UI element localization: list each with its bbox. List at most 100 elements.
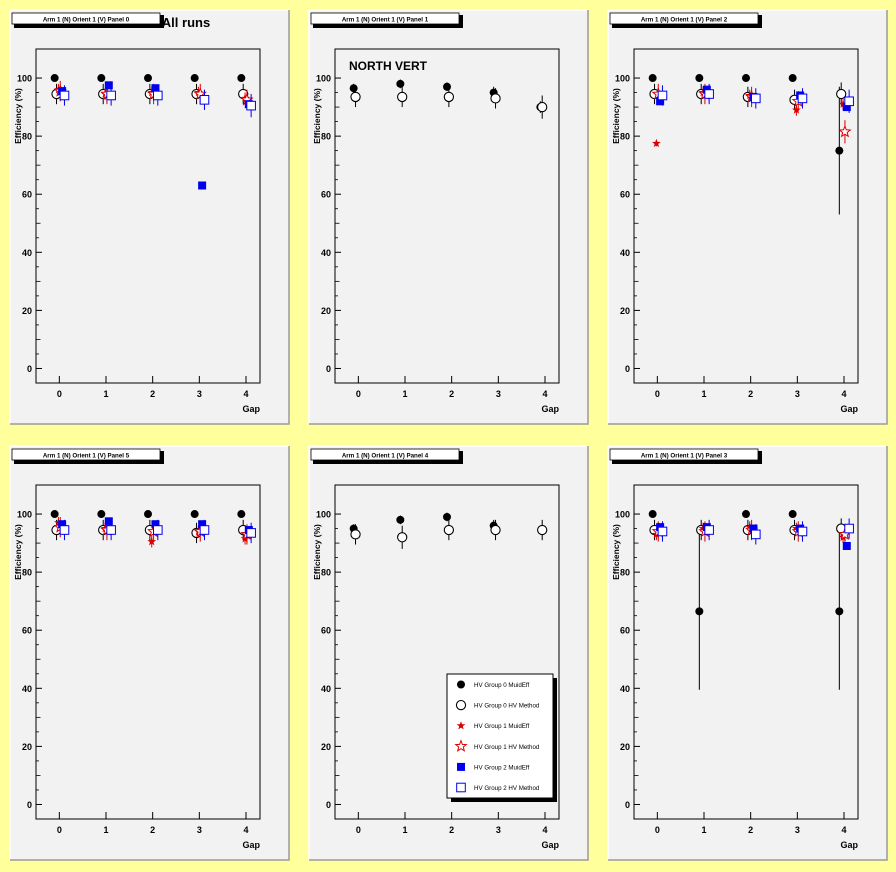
data-point xyxy=(836,88,847,100)
chart-panel: Arm 1 (N) Orient 1 (V) Panel 20204060801… xyxy=(607,9,888,425)
y-tick-label: 40 xyxy=(22,684,32,694)
data-point xyxy=(190,510,199,519)
y-tick-label: 40 xyxy=(620,684,630,694)
y-tick-label: 0 xyxy=(27,800,32,810)
page-title: All runs xyxy=(162,15,210,30)
data-point xyxy=(246,528,256,538)
panel-grid: Arm 1 (N) Orient 1 (V) Panel 00204060801… xyxy=(9,9,888,861)
legend-entry: HV Group 1 HV Method xyxy=(454,739,540,752)
data-point xyxy=(695,74,704,83)
y-tick-label: 60 xyxy=(321,190,331,200)
plot-frame xyxy=(334,48,560,384)
data-point xyxy=(144,74,152,83)
panel-bevel-dark xyxy=(309,446,589,861)
legend-box xyxy=(446,673,554,799)
legend-marker xyxy=(457,762,465,771)
x-axis-label: Gap xyxy=(541,404,559,414)
data-point xyxy=(397,532,408,543)
data-point xyxy=(490,524,501,536)
y-tick-label: 60 xyxy=(22,190,32,200)
x-tick-label: 0 xyxy=(356,389,361,399)
x-axis-label: Gap xyxy=(242,404,260,414)
legend-marker xyxy=(456,721,466,730)
data-point xyxy=(537,524,548,536)
y-tick-label: 100 xyxy=(17,510,32,520)
data-point xyxy=(151,520,160,529)
legend-entry: HV Group 1 MuidEff xyxy=(456,721,530,730)
y-tick-label: 40 xyxy=(321,248,331,258)
data-series xyxy=(657,518,854,545)
y-tick-label: 20 xyxy=(321,742,331,752)
data-point xyxy=(106,90,116,101)
data-point xyxy=(104,517,113,526)
y-tick-label: 100 xyxy=(17,74,32,84)
legend-entry: HV Group 0 HV Method xyxy=(455,699,540,711)
data-point xyxy=(751,529,761,540)
chart-panel: Arm 1 (N) Orient 1 (V) Panel 00204060801… xyxy=(9,9,290,425)
x-tick-label: 3 xyxy=(496,825,501,835)
data-point xyxy=(797,93,808,104)
data-point xyxy=(797,526,808,537)
x-tick-label: 1 xyxy=(701,825,706,835)
x-tick-label: 3 xyxy=(496,389,501,399)
x-tick-label: 2 xyxy=(748,825,753,835)
panel-title: Arm 1 (N) Orient 1 (V) Panel 4 xyxy=(342,453,429,460)
data-point xyxy=(443,82,451,91)
plot-frame xyxy=(633,48,859,384)
x-axis-label: Gap xyxy=(242,840,260,850)
data-point xyxy=(788,74,797,83)
plot-frame xyxy=(35,484,261,820)
legend-marker xyxy=(455,699,467,711)
y-tick-label: 20 xyxy=(620,742,630,752)
y-tick-label: 80 xyxy=(22,568,32,578)
y-axis-label: Efficiency (%) xyxy=(611,88,621,144)
data-series xyxy=(648,510,844,690)
y-axis-label: Efficiency (%) xyxy=(312,88,322,144)
x-tick-label: 4 xyxy=(841,389,846,399)
data-point xyxy=(443,524,455,536)
x-tick-label: 4 xyxy=(243,389,248,399)
y-tick-label: 80 xyxy=(321,568,331,578)
legend-marker xyxy=(457,680,465,689)
y-tick-label: 40 xyxy=(22,248,32,258)
x-tick-label: 1 xyxy=(103,389,108,399)
x-tick-label: 4 xyxy=(243,825,248,835)
legend-marker xyxy=(454,739,468,752)
data-point xyxy=(106,525,116,535)
legend-label: HV Group 2 MuidEff xyxy=(474,764,530,771)
x-tick-label: 2 xyxy=(150,389,155,399)
data-point xyxy=(838,124,852,138)
x-tick-label: 0 xyxy=(655,389,660,399)
y-tick-label: 80 xyxy=(22,132,32,142)
data-point xyxy=(350,529,361,540)
panel-bevel-dark xyxy=(10,10,290,425)
x-tick-label: 3 xyxy=(795,389,800,399)
data-point xyxy=(50,510,59,519)
data-point xyxy=(153,90,163,101)
x-axis-label: Gap xyxy=(840,840,858,850)
data-point xyxy=(537,101,548,113)
data-point xyxy=(246,100,256,111)
x-tick-label: 1 xyxy=(103,825,108,835)
x-tick-label: 2 xyxy=(150,825,155,835)
data-point xyxy=(198,181,207,190)
x-axis-label: Gap xyxy=(840,404,858,414)
data-point xyxy=(443,512,451,521)
x-tick-label: 3 xyxy=(197,825,202,835)
legend-label: HV Group 0 HV Method xyxy=(474,703,540,710)
y-tick-label: 60 xyxy=(620,190,630,200)
data-point xyxy=(59,525,70,535)
panel-title-box xyxy=(11,448,161,461)
panel-bevel-light xyxy=(9,445,289,860)
data-series xyxy=(657,83,854,113)
panel-title-box xyxy=(310,12,460,25)
data-point xyxy=(656,97,665,106)
data-point xyxy=(648,510,657,519)
y-tick-label: 20 xyxy=(620,306,630,316)
y-tick-label: 80 xyxy=(321,132,331,142)
x-tick-label: 0 xyxy=(57,825,62,835)
panel-bevel-light xyxy=(607,9,887,424)
x-axis-label: Gap xyxy=(541,840,559,850)
data-point xyxy=(844,96,854,107)
y-tick-label: 0 xyxy=(27,364,32,374)
